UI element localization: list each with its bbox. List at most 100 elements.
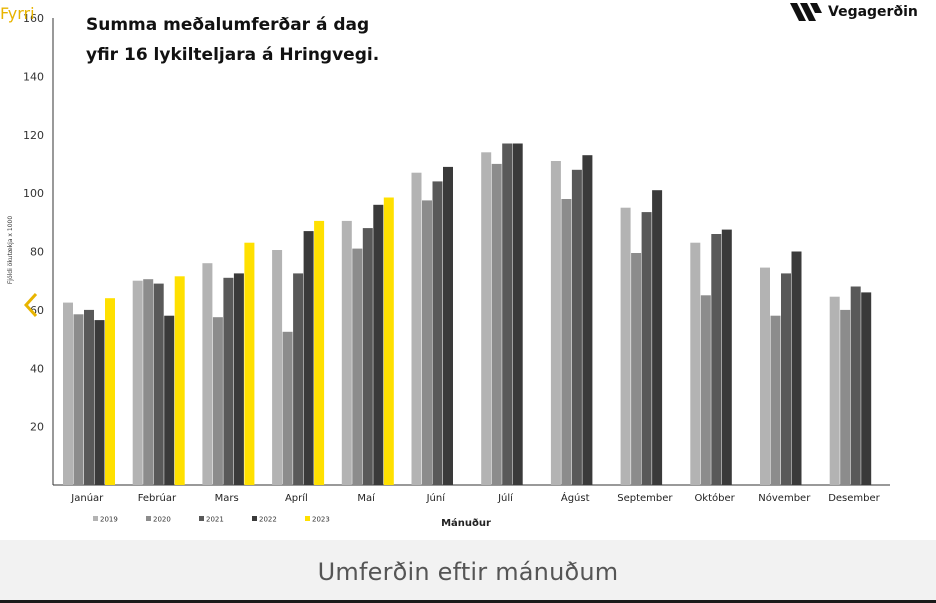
legend-swatch-2021: [199, 516, 204, 521]
bar-2019-1: [63, 302, 73, 485]
bar-2021-9: [641, 212, 652, 485]
chart-title-line-2: yfir 16 lykilteljara á Hringvegi.: [86, 45, 379, 65]
bar-2020-12: [840, 309, 851, 485]
bar-2022-11: [791, 251, 802, 485]
bar-2022-4: [303, 231, 314, 485]
category-label: Október: [694, 492, 735, 504]
bar-2019-11: [760, 267, 770, 485]
legend-swatch-2020: [146, 516, 151, 521]
bar-2021-8: [571, 169, 582, 486]
y-tick-label: 120: [23, 129, 44, 142]
vegagerdin-logo: Vegagerðin: [790, 3, 918, 21]
caption-bar: Umferðin eftir mánuðum: [0, 540, 936, 603]
bar-2020-4: [282, 331, 293, 485]
legend-label-2019: 2019: [100, 516, 118, 524]
category-label: Febrúar: [138, 492, 177, 504]
bar-2022-10: [721, 229, 732, 485]
bar-2021-5: [362, 228, 373, 485]
category-label: Júlí: [497, 492, 514, 504]
x-axis-label: Mánuður: [441, 517, 491, 529]
legend-swatch-2019: [93, 516, 98, 521]
legend-swatch-2023: [305, 516, 310, 521]
category-label: Apríl: [285, 492, 308, 504]
legend-label-2023: 2023: [312, 516, 330, 524]
caption-text: Umferðin eftir mánuðum: [317, 557, 619, 586]
bar-2022-3: [233, 273, 244, 485]
bar-2020-8: [561, 199, 572, 485]
chart-title-line-1: Summa meðalumferðar á dag: [86, 15, 369, 35]
legend-label-2021: 2021: [206, 516, 224, 524]
bar-2022-2: [164, 315, 175, 485]
legend: 2019 2020 2021 2022 2023: [93, 516, 330, 524]
category-label: Maí: [357, 492, 376, 504]
y-tick-label: 20: [30, 421, 44, 434]
bar-2020-1: [73, 314, 84, 485]
category-label: Desember: [828, 493, 880, 504]
bar-2023-2: [174, 276, 185, 485]
bar-2021-6: [432, 181, 443, 485]
bars: [63, 143, 872, 486]
bar-2019-10: [690, 242, 701, 485]
bar-2023-5: [383, 197, 394, 485]
bar-2020-10: [700, 295, 711, 485]
prev-link[interactable]: Fyrri: [0, 4, 35, 23]
legend-label-2020: 2020: [153, 516, 171, 524]
bar-2021-12: [850, 286, 861, 485]
bar-2022-6: [443, 166, 453, 485]
bar-2021-2: [153, 283, 164, 485]
bar-2021-10: [711, 234, 722, 485]
logo-text: Vegagerðin: [828, 4, 918, 20]
category-label: Nóvember: [758, 492, 811, 504]
chart-title: Summa meðalumferðar á dag yfir 16 lykilt…: [86, 15, 379, 65]
bar-2019-5: [341, 220, 352, 485]
y-axis-label: Fjöldi ökutækja x 1000: [7, 216, 14, 284]
bar-2021-11: [781, 273, 791, 485]
y-tick-label: 160: [23, 12, 44, 25]
chevron-left-icon[interactable]: [24, 292, 38, 318]
bar-chart: Summa meðalumferðar á dag yfir 16 lykilt…: [7, 3, 918, 529]
bar-2021-7: [502, 143, 513, 485]
bar-2020-2: [143, 279, 154, 485]
bar-2019-9: [620, 207, 631, 485]
bar-2022-1: [94, 320, 105, 485]
bar-2020-7: [491, 163, 502, 485]
bar-2023-4: [314, 220, 325, 485]
category-label: Júní: [426, 492, 447, 504]
bar-2020-5: [352, 248, 363, 485]
bar-2023-3: [244, 242, 255, 485]
bar-2020-3: [212, 317, 223, 485]
category-label: Ágúst: [561, 491, 590, 504]
category-label: Janúar: [70, 492, 104, 504]
bar-2021-1: [84, 309, 94, 485]
vegagerdin-stripes-logo: [790, 3, 822, 21]
bar-2019-8: [550, 161, 561, 485]
bar-2019-3: [202, 263, 213, 485]
legend-label-2022: 2022: [259, 516, 277, 524]
category-label: September: [617, 493, 673, 504]
bar-2020-9: [631, 253, 642, 485]
bar-2019-7: [481, 152, 492, 486]
bar-2019-6: [411, 172, 422, 485]
bar-2019-12: [829, 296, 840, 485]
bar-2021-3: [223, 277, 234, 485]
y-tick-label: 100: [23, 187, 44, 200]
bar-2022-9: [652, 190, 663, 485]
bar-2022-12: [861, 292, 872, 485]
bar-2019-4: [272, 250, 283, 485]
bar-2022-7: [512, 143, 523, 485]
bar-2022-5: [373, 204, 384, 486]
bottom-divider: [0, 600, 936, 603]
y-tick-label: 140: [23, 70, 44, 83]
category-labels: Janúar Febrúar Mars Apríl Maí Júní Júlí Ágúst Se…: [70, 491, 880, 504]
legend-swatch-2022: [252, 516, 257, 521]
bar-2021-4: [293, 273, 304, 485]
y-tick-label: 80: [30, 246, 44, 259]
bar-2020-11: [770, 315, 781, 485]
y-tick-label: 40: [30, 362, 44, 375]
bar-2022-8: [582, 155, 593, 485]
bar-2019-2: [132, 280, 143, 485]
category-label: Mars: [215, 493, 239, 504]
bar-2020-6: [422, 200, 432, 485]
bar-2023-1: [105, 298, 115, 485]
